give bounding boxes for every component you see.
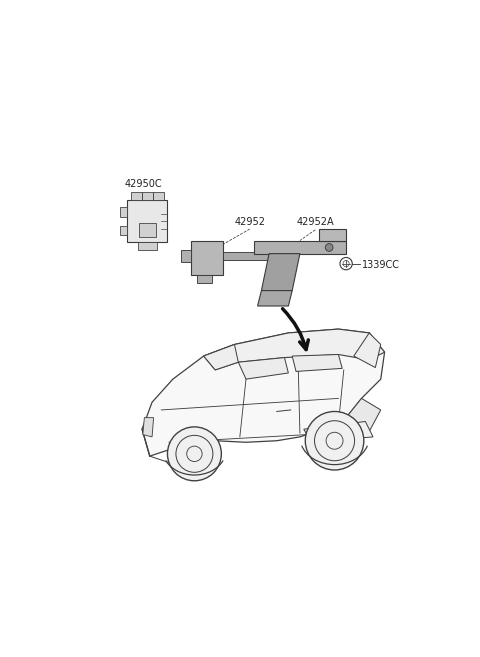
Polygon shape: [319, 229, 346, 240]
Polygon shape: [262, 254, 300, 290]
Circle shape: [168, 427, 221, 481]
Circle shape: [305, 411, 364, 470]
Text: 1339CC: 1339CC: [361, 260, 399, 270]
Polygon shape: [204, 344, 238, 370]
Polygon shape: [346, 398, 381, 432]
Polygon shape: [204, 329, 384, 370]
Polygon shape: [120, 208, 127, 217]
Polygon shape: [143, 418, 154, 437]
Polygon shape: [142, 193, 153, 200]
Polygon shape: [139, 223, 156, 237]
Polygon shape: [354, 333, 381, 367]
Polygon shape: [127, 200, 168, 242]
Polygon shape: [120, 226, 127, 235]
Circle shape: [325, 244, 333, 252]
Polygon shape: [304, 422, 373, 442]
Polygon shape: [131, 193, 142, 200]
Polygon shape: [181, 250, 191, 262]
Text: 42952: 42952: [234, 217, 265, 227]
Polygon shape: [197, 275, 212, 283]
Text: 42952A: 42952A: [297, 217, 334, 227]
Polygon shape: [292, 355, 342, 371]
Polygon shape: [191, 240, 223, 275]
Polygon shape: [153, 193, 164, 200]
Polygon shape: [254, 240, 346, 254]
Polygon shape: [223, 252, 285, 260]
Polygon shape: [142, 329, 384, 456]
Polygon shape: [138, 242, 156, 250]
Text: 42950C: 42950C: [125, 179, 162, 189]
Polygon shape: [258, 290, 292, 306]
Polygon shape: [238, 357, 288, 379]
